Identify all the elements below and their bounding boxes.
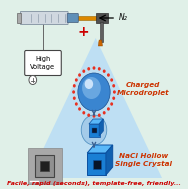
Polygon shape [99,119,103,136]
Polygon shape [98,40,102,46]
FancyBboxPatch shape [67,13,78,22]
Circle shape [78,73,81,77]
Polygon shape [87,145,113,153]
Circle shape [78,73,110,111]
Circle shape [107,107,110,111]
Circle shape [113,90,116,94]
Circle shape [82,111,85,115]
Bar [17,13,21,23]
Bar [96,13,108,23]
Bar [97,16,101,20]
Circle shape [75,78,78,82]
Bar [28,148,62,184]
Polygon shape [106,145,113,175]
Circle shape [103,70,106,73]
Bar [35,155,54,177]
Text: +: + [78,25,90,39]
Circle shape [73,97,76,100]
Circle shape [112,97,115,100]
Circle shape [82,70,85,73]
Text: Charged
Microdroplet: Charged Microdroplet [117,82,170,96]
Circle shape [112,84,115,88]
FancyBboxPatch shape [25,50,61,75]
Circle shape [72,90,75,94]
Bar [78,16,98,20]
Circle shape [87,67,90,70]
Text: N₂: N₂ [119,13,127,22]
Circle shape [92,66,96,70]
Bar [87,153,106,175]
Circle shape [110,102,113,106]
Circle shape [103,111,106,115]
Circle shape [85,79,93,89]
Bar [100,22,103,42]
Polygon shape [29,38,162,178]
Circle shape [78,107,81,111]
Circle shape [110,78,113,82]
Circle shape [107,73,110,77]
Circle shape [98,67,101,70]
Circle shape [82,77,101,99]
Bar [92,128,97,133]
Bar [89,124,100,137]
FancyBboxPatch shape [20,12,68,25]
Circle shape [81,115,107,145]
Circle shape [87,113,90,117]
Text: High
Voltage: High Voltage [30,57,56,70]
Polygon shape [89,119,103,124]
Circle shape [73,84,76,88]
Circle shape [92,114,96,118]
Text: NaCl Hollow
Single Crystal: NaCl Hollow Single Crystal [115,153,172,167]
Text: Facile, rapid (seconds), template-free, friendly...: Facile, rapid (seconds), template-free, … [7,181,181,187]
Circle shape [75,102,78,106]
Circle shape [98,113,101,117]
Bar [40,161,49,171]
Bar [93,160,101,169]
Circle shape [29,75,37,84]
